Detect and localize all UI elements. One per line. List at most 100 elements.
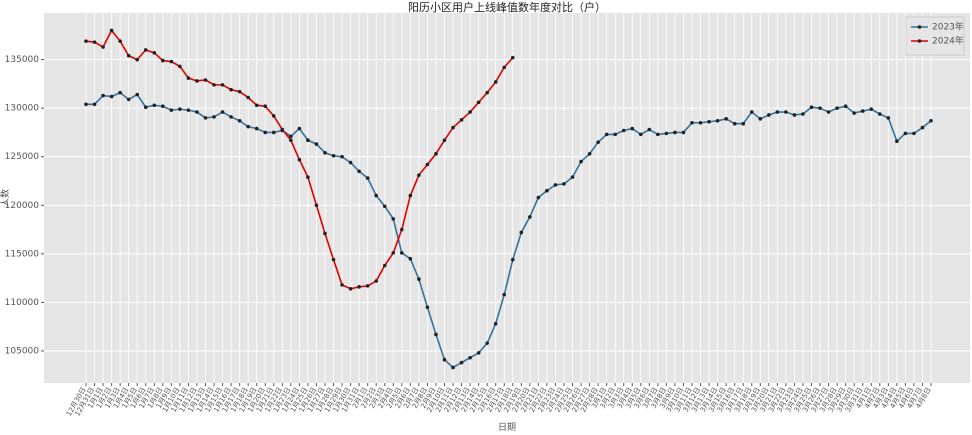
point: [161, 58, 165, 63]
point: [254, 103, 259, 108]
point: [212, 83, 216, 87]
point: [118, 39, 122, 43]
point: [425, 162, 430, 167]
point: [237, 89, 242, 94]
point: [886, 116, 891, 120]
point: [587, 152, 592, 156]
point: [391, 217, 396, 221]
point: [459, 360, 464, 365]
point: [84, 102, 88, 107]
point: [220, 83, 225, 87]
point: [553, 183, 558, 187]
point: [502, 292, 507, 297]
point: [212, 115, 216, 119]
point: [809, 105, 814, 109]
point: [152, 51, 157, 55]
point: [331, 153, 336, 158]
y-tick-label: 120000: [5, 201, 40, 211]
point: [271, 130, 276, 135]
point: [195, 110, 199, 114]
point: [562, 182, 566, 186]
point: [280, 127, 285, 132]
point: [749, 110, 754, 114]
point: [246, 95, 250, 100]
y-tick-label: 110000: [5, 298, 40, 308]
point: [912, 131, 916, 136]
point: [143, 48, 148, 52]
point: [246, 124, 250, 129]
point: [485, 341, 489, 345]
point: [690, 120, 694, 125]
point: [101, 93, 105, 98]
point: [613, 132, 617, 137]
point: [186, 108, 191, 112]
point: [289, 134, 293, 139]
point: [152, 103, 157, 108]
point: [263, 104, 268, 109]
point: [195, 79, 199, 83]
point: [408, 193, 413, 198]
series-line: [86, 91, 932, 369]
point: [545, 188, 549, 193]
legend-marker: [917, 25, 922, 29]
point: [101, 45, 105, 49]
point: [374, 193, 379, 198]
point: [417, 277, 421, 281]
point: [229, 87, 233, 92]
point: [306, 138, 310, 143]
legend-label: 2024年: [932, 35, 964, 47]
point: [869, 107, 874, 111]
point: [570, 175, 575, 179]
point: [382, 204, 387, 209]
point: [758, 117, 763, 121]
legend-box: [905, 16, 965, 56]
point: [638, 132, 643, 137]
point: [784, 110, 788, 114]
point: [732, 121, 737, 126]
point: [365, 284, 370, 288]
point: [331, 257, 336, 262]
point: [476, 351, 481, 355]
point: [528, 215, 532, 219]
point: [510, 257, 515, 262]
point: [169, 108, 174, 112]
point: [630, 126, 635, 131]
point: [417, 173, 421, 177]
point: [434, 332, 438, 337]
point: [502, 65, 507, 70]
x-axis-label: 日期: [498, 422, 516, 433]
point: [767, 113, 771, 117]
point: [237, 118, 242, 123]
point: [451, 365, 455, 370]
point: [314, 203, 319, 208]
point: [493, 80, 498, 84]
chart-title: 阳历小区用户上线峰值数年度对比（户）: [408, 0, 606, 14]
point: [860, 109, 865, 113]
point: [843, 104, 848, 109]
point: [178, 107, 182, 111]
point: [604, 132, 609, 137]
legend-marker: [917, 39, 922, 43]
y-tick-label: 105000: [5, 346, 40, 356]
point: [169, 59, 174, 64]
point: [126, 97, 131, 102]
point: [647, 127, 652, 132]
point: [161, 104, 165, 109]
point: [109, 28, 114, 33]
point: [903, 131, 908, 136]
point: [929, 118, 933, 123]
point: [374, 279, 379, 283]
point: [400, 227, 404, 232]
point: [126, 53, 131, 58]
point: [442, 357, 447, 362]
point: [621, 128, 626, 133]
point: [348, 287, 353, 291]
point: [297, 157, 302, 162]
point: [135, 92, 140, 97]
point: [92, 102, 97, 107]
point: [203, 116, 208, 120]
y-tick-label: 130000: [5, 104, 40, 114]
point: [84, 39, 88, 43]
